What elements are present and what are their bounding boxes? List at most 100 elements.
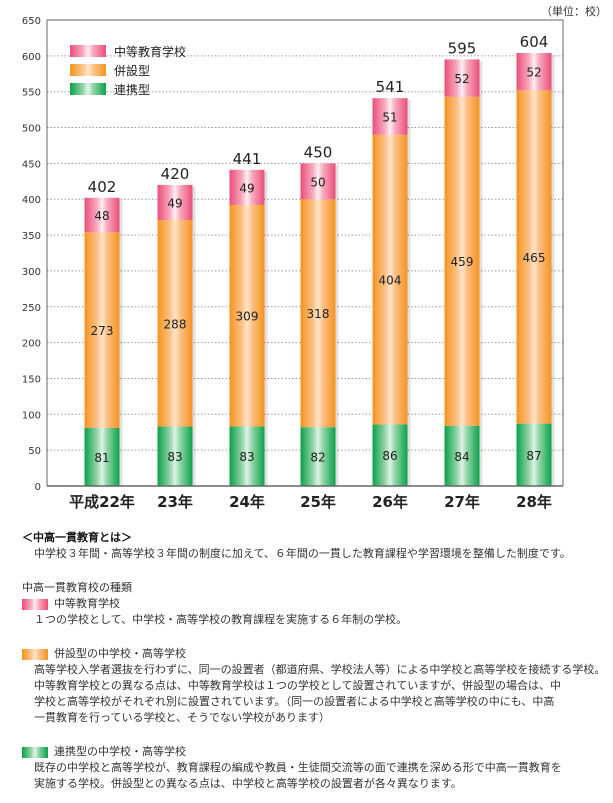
about-section: ＜中高一貫教育とは＞ 中学校３年間・高等学校３年間の制度に加えて、６年間の一貫し… — [22, 530, 607, 562]
bar-segment-heisetsu — [300, 199, 336, 428]
stacked-bar-chart: 81 273 48 402 83 288 49 420 83 309 49 441 82 318 50 450… — [22, 16, 564, 511]
x-tick-label: 27年 — [444, 493, 480, 511]
legend-item-renkei: 連携型 — [70, 80, 186, 98]
types-title: 中高一貫教育校の種類 — [22, 581, 132, 594]
total-label: 420 — [161, 165, 190, 183]
total-label: 441 — [233, 150, 262, 168]
y-tick-label: 400 — [22, 195, 41, 206]
about-title: ＜中高一貫教育とは＞ — [22, 531, 132, 544]
data-label-chuto: 51 — [382, 110, 397, 124]
bar-segment-heisetsu — [84, 232, 120, 428]
legend-item-heisetsu: 併設型 — [70, 61, 186, 79]
unit-label: （単位：校） — [541, 5, 607, 18]
type-heading-heisetsu: 併設型の中学校・高等学校 — [22, 646, 607, 662]
type-desc-line: 実施する学校。併設型との異なる点は、中学校と高等学校の設置者が各々異なります。 — [34, 777, 462, 790]
data-label-renkei: 84 — [454, 450, 469, 464]
bar-segment-heisetsu — [372, 134, 408, 425]
type-swatch-pink — [22, 598, 48, 610]
bar-segment-chuto — [300, 163, 336, 200]
data-label-heisetsu: 309 — [236, 310, 259, 324]
bar-segment-renkei — [444, 425, 480, 486]
data-label-renkei: 86 — [382, 449, 397, 463]
data-label-chuto: 52 — [454, 72, 469, 86]
data-label-heisetsu: 404 — [379, 274, 402, 288]
y-tick-label: 0 — [35, 482, 41, 493]
type-swatch-orange — [22, 648, 48, 660]
type-desc-line: 中等教育学校との異なる点は、中等教育学校は１つの学校として設置されていますが、併… — [34, 679, 562, 692]
bars-layer — [84, 52, 555, 487]
type-heading-label: 中等教育学校 — [54, 597, 120, 610]
bar-segment-heisetsu — [157, 220, 193, 427]
total-label: 604 — [520, 33, 549, 51]
data-label-renkei: 83 — [167, 450, 182, 464]
total-label: 402 — [88, 178, 117, 196]
legend-swatch-pink — [70, 45, 106, 57]
data-label-heisetsu: 288 — [164, 317, 187, 331]
y-tick-label: 350 — [22, 231, 41, 242]
y-tick-label: 600 — [22, 52, 41, 63]
type-desc-line: 高等学校入学者選抜を行わずに、同一の設置者（都道府県、学校法人等）による中学校と… — [34, 663, 606, 676]
y-tick-label: 450 — [22, 159, 41, 170]
bar-segment-renkei — [372, 424, 408, 486]
data-label-renkei: 83 — [239, 450, 254, 464]
labels-layer: 81 273 48 402 83 288 49 420 83 309 49 441 82 318 50 450… — [88, 33, 549, 465]
y-tick-label: 100 — [22, 410, 41, 421]
bar-segment-heisetsu — [516, 90, 552, 424]
bar-segment-chuto — [229, 169, 265, 205]
data-label-chuto: 48 — [94, 209, 109, 223]
axis-layer: 0 50 100 150 200 250 300 350 400 450 500 550 600 650 平… — [22, 16, 564, 511]
legend-swatch-orange — [70, 64, 106, 76]
type-desc-line: 学校と高等学校がそれぞれ別に設置されています。（同一の設置者による中学校と高等学… — [34, 695, 555, 708]
x-tick-label: 28年 — [516, 493, 552, 511]
data-label-renkei: 82 — [310, 451, 325, 465]
x-tick-label: 25年 — [300, 493, 336, 511]
bar-segment-chuto — [372, 98, 408, 135]
bar-segment-heisetsu — [229, 204, 265, 427]
y-tick-label: 550 — [22, 88, 41, 99]
data-label-chuto: 52 — [526, 66, 541, 80]
type-heading-label: 併設型の中学校・高等学校 — [54, 647, 186, 660]
y-tick-label: 500 — [22, 124, 41, 135]
type-heading-renkei: 連携型の中学校・高等学校 — [22, 744, 607, 760]
about-text: 中学校３年間・高等学校３年間の制度に加えて、６年間の一貫した教育課程や学習環境を… — [34, 547, 571, 560]
legend-item-chuto: 中等教育学校 — [70, 42, 186, 60]
total-label: 450 — [304, 143, 333, 161]
y-tick-label: 200 — [22, 339, 41, 350]
type-heading-chuto: 中等教育学校 — [22, 596, 607, 612]
type-heading-label: 連携型の中学校・高等学校 — [54, 745, 186, 758]
data-label-heisetsu: 273 — [91, 324, 114, 338]
data-label-chuto: 49 — [167, 196, 182, 210]
bar-segment-heisetsu — [444, 96, 480, 426]
types-section: 中高一貫教育校の種類 中等教育学校 １つの学校として、中学校・高等学校の教育課程… — [22, 580, 607, 792]
y-tick-label: 250 — [22, 303, 41, 314]
type-swatch-green — [22, 746, 48, 758]
bar-segment-chuto — [516, 52, 552, 91]
bar-segment-chuto — [84, 197, 120, 233]
legend-label: 併設型 — [114, 63, 151, 78]
total-label: 541 — [376, 78, 405, 96]
bar-segment-chuto — [444, 59, 480, 97]
y-tick-label: 300 — [22, 267, 41, 278]
chart-legend: 中等教育学校 併設型 連携型 — [70, 42, 186, 99]
type-desc-line: 既存の中学校と高等学校が、教育課程の編成や教員・生徒間交流等の面で連携を深める形… — [34, 761, 562, 774]
y-tick-label: 150 — [22, 374, 41, 385]
y-tick-label: 650 — [22, 16, 41, 27]
x-tick-label: 平成22年 — [69, 493, 135, 511]
plot-frame — [46, 19, 564, 486]
legend-swatch-green — [70, 83, 106, 95]
x-tick-label: 23年 — [157, 493, 193, 511]
data-label-chuto: 50 — [310, 175, 325, 189]
data-label-heisetsu: 459 — [451, 255, 474, 269]
total-label: 595 — [448, 39, 477, 57]
type-desc-line: 一貫教育を行っている学校と、そうでない学校があります） — [34, 711, 331, 724]
bar-segment-renkei — [157, 426, 193, 486]
x-tick-label: 26年 — [372, 493, 408, 511]
data-label-renkei: 81 — [94, 451, 109, 465]
data-label-heisetsu: 465 — [523, 251, 546, 265]
data-label-chuto: 49 — [239, 181, 254, 195]
bar-segment-renkei — [516, 423, 552, 486]
bar-segment-renkei — [300, 427, 336, 486]
bar-segment-chuto — [157, 184, 193, 221]
bar-segment-renkei — [84, 427, 120, 486]
legend-label: 中等教育学校 — [114, 44, 187, 59]
